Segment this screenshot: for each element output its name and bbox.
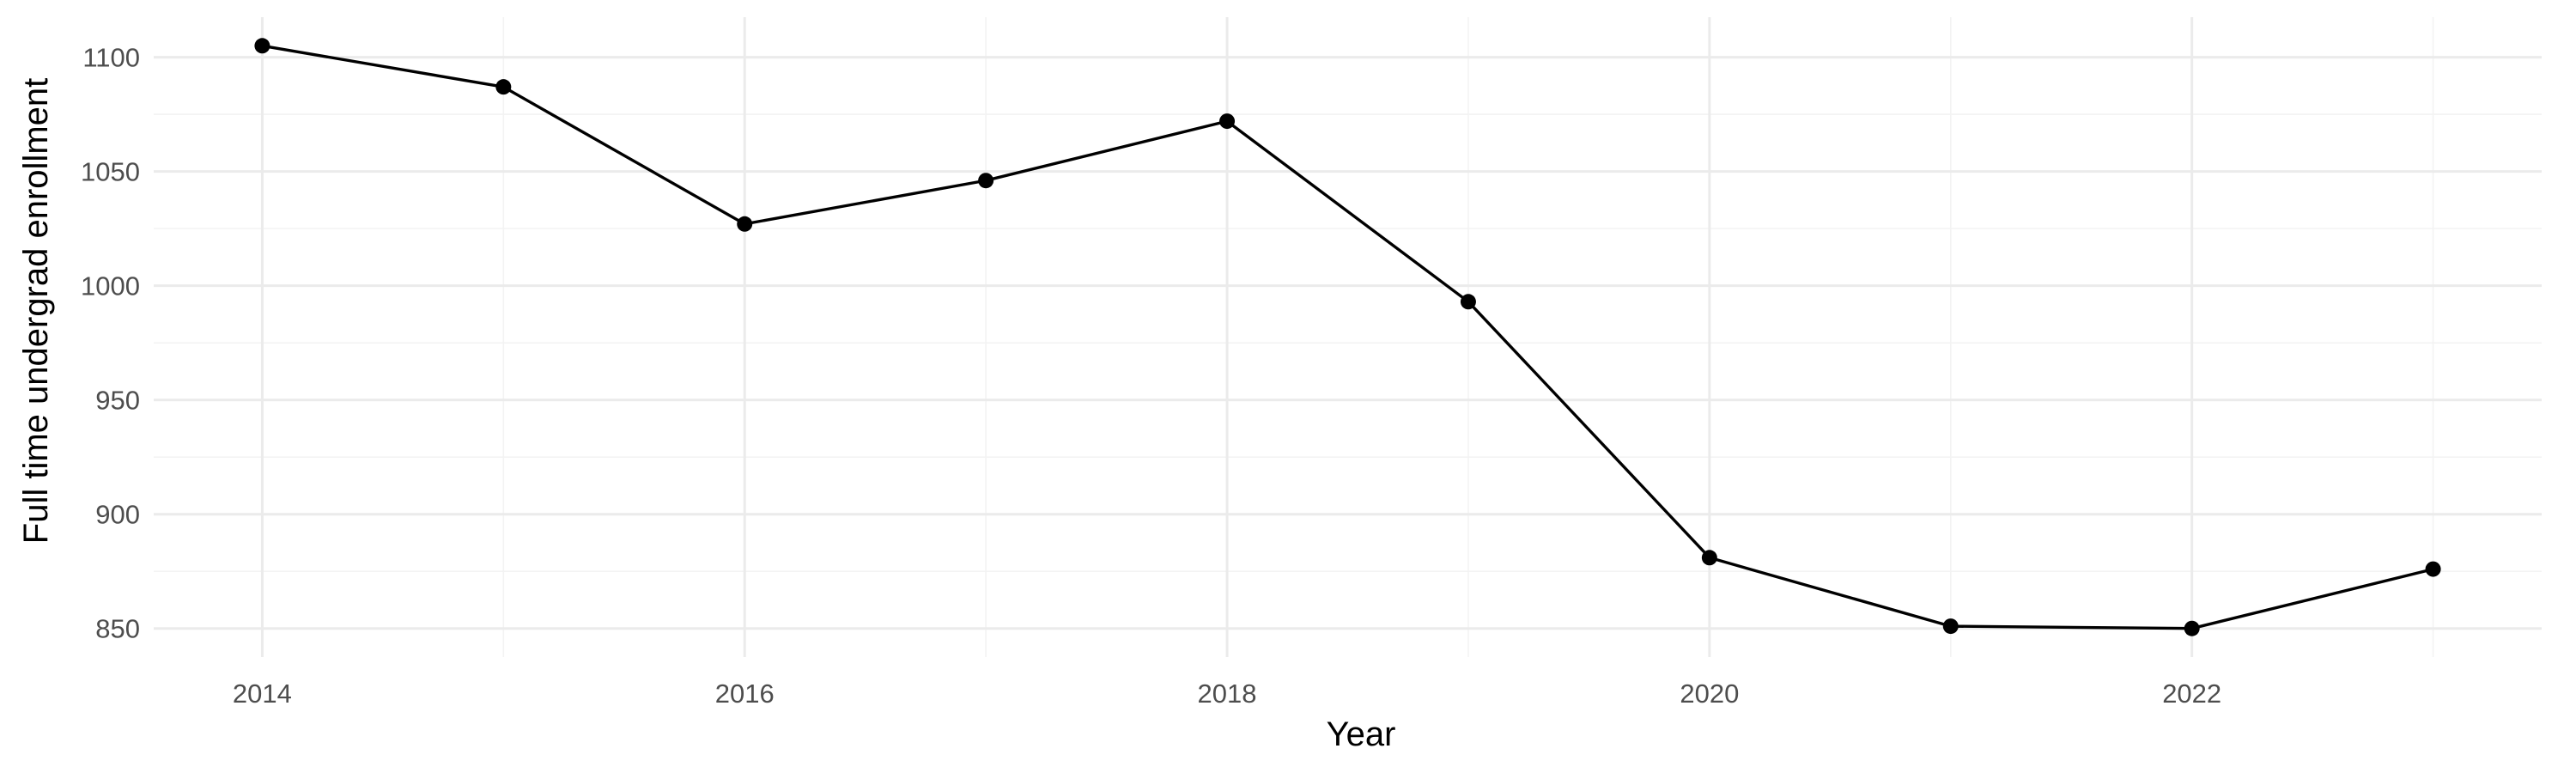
x-tick-label: 2020 [1680,679,1739,709]
minor-gridlines [154,17,2542,657]
y-tick-label: 950 [95,386,140,416]
x-axis-ticks: 2014 2016 2018 2020 2022 [233,679,2221,709]
y-tick-label: 1100 [82,43,140,73]
y-axis-ticks: 850 900 950 1000 1050 1100 [81,43,140,644]
x-tick-label: 2014 [233,679,292,709]
data-point [1701,550,1717,566]
x-axis-title: Year [1327,715,1396,753]
data-point [2425,561,2441,577]
x-tick-label: 2016 [715,679,775,709]
x-tick-label: 2018 [1198,679,1257,709]
data-point [2184,620,2200,636]
y-tick-label: 1050 [81,157,140,187]
major-gridlines [154,17,2542,657]
data-point [1219,113,1236,130]
series-line [262,44,2434,630]
data-point [495,79,512,95]
y-tick-label: 900 [95,500,140,530]
series-layer [262,44,2434,630]
data-point [737,216,753,232]
data-point [1460,294,1476,310]
data-point [254,38,270,54]
data-points [254,38,2441,636]
y-tick-label: 850 [95,614,140,644]
y-tick-label: 1000 [81,271,140,301]
y-axis-title: Full time undergrad enrollment [17,78,55,544]
data-point [1942,618,1959,635]
x-tick-label: 2022 [2162,679,2221,709]
data-point [978,173,994,189]
